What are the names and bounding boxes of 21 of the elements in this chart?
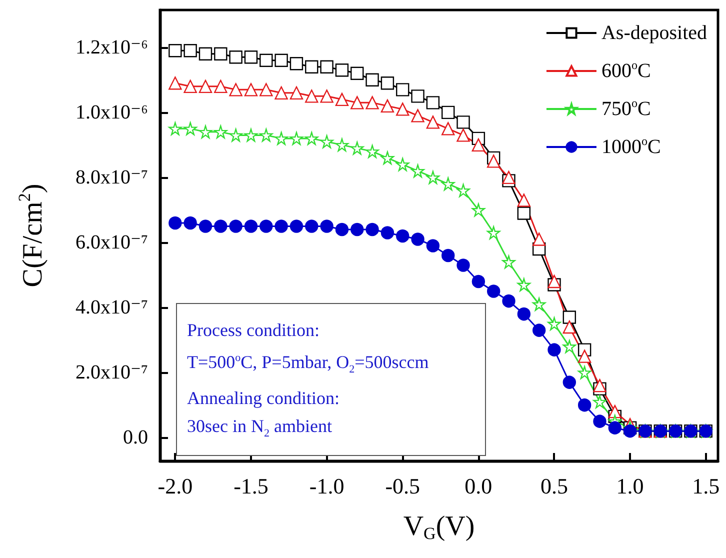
y-tick-label: 6.0x10⁻⁷ [75, 231, 148, 254]
annotation: T=500$^{o}$C, P=5mbar, O$_{2}$=500sccm [187, 351, 430, 378]
x-tick-label: -1.0 [309, 474, 344, 498]
y-tick-label: 2.0x10⁻⁷ [75, 362, 148, 384]
legend-label: As-deposited [601, 22, 708, 44]
x-tick-label: -2.0 [158, 474, 193, 498]
y-tick-label: 0.0 [123, 426, 148, 449]
y-tick-label: 1.0x10⁻⁶ [75, 101, 148, 124]
y-tick-label: 1.2x10⁻⁶ [75, 36, 148, 58]
x-tick-label: 1.5 [692, 474, 720, 498]
annotation: Process condition: [187, 319, 320, 342]
x-tick-label: 1.0 [616, 474, 644, 498]
y-axis-title: C(F/cm2) [15, 184, 48, 288]
x-tick-label: -1.5 [234, 474, 268, 498]
y-tick-label: 4.0x10⁻⁷ [75, 296, 148, 319]
x-tick-label: -0.5 [385, 474, 420, 498]
annotation: 30sec in N$_{2}$ ambient [187, 414, 333, 442]
x-tick-label: 0.5 [540, 474, 568, 498]
annotation: Annealing condition: [187, 386, 340, 410]
x-tick-label: 0.0 [464, 474, 492, 498]
y-tick-label: 8.0x10⁻⁷ [75, 166, 148, 188]
